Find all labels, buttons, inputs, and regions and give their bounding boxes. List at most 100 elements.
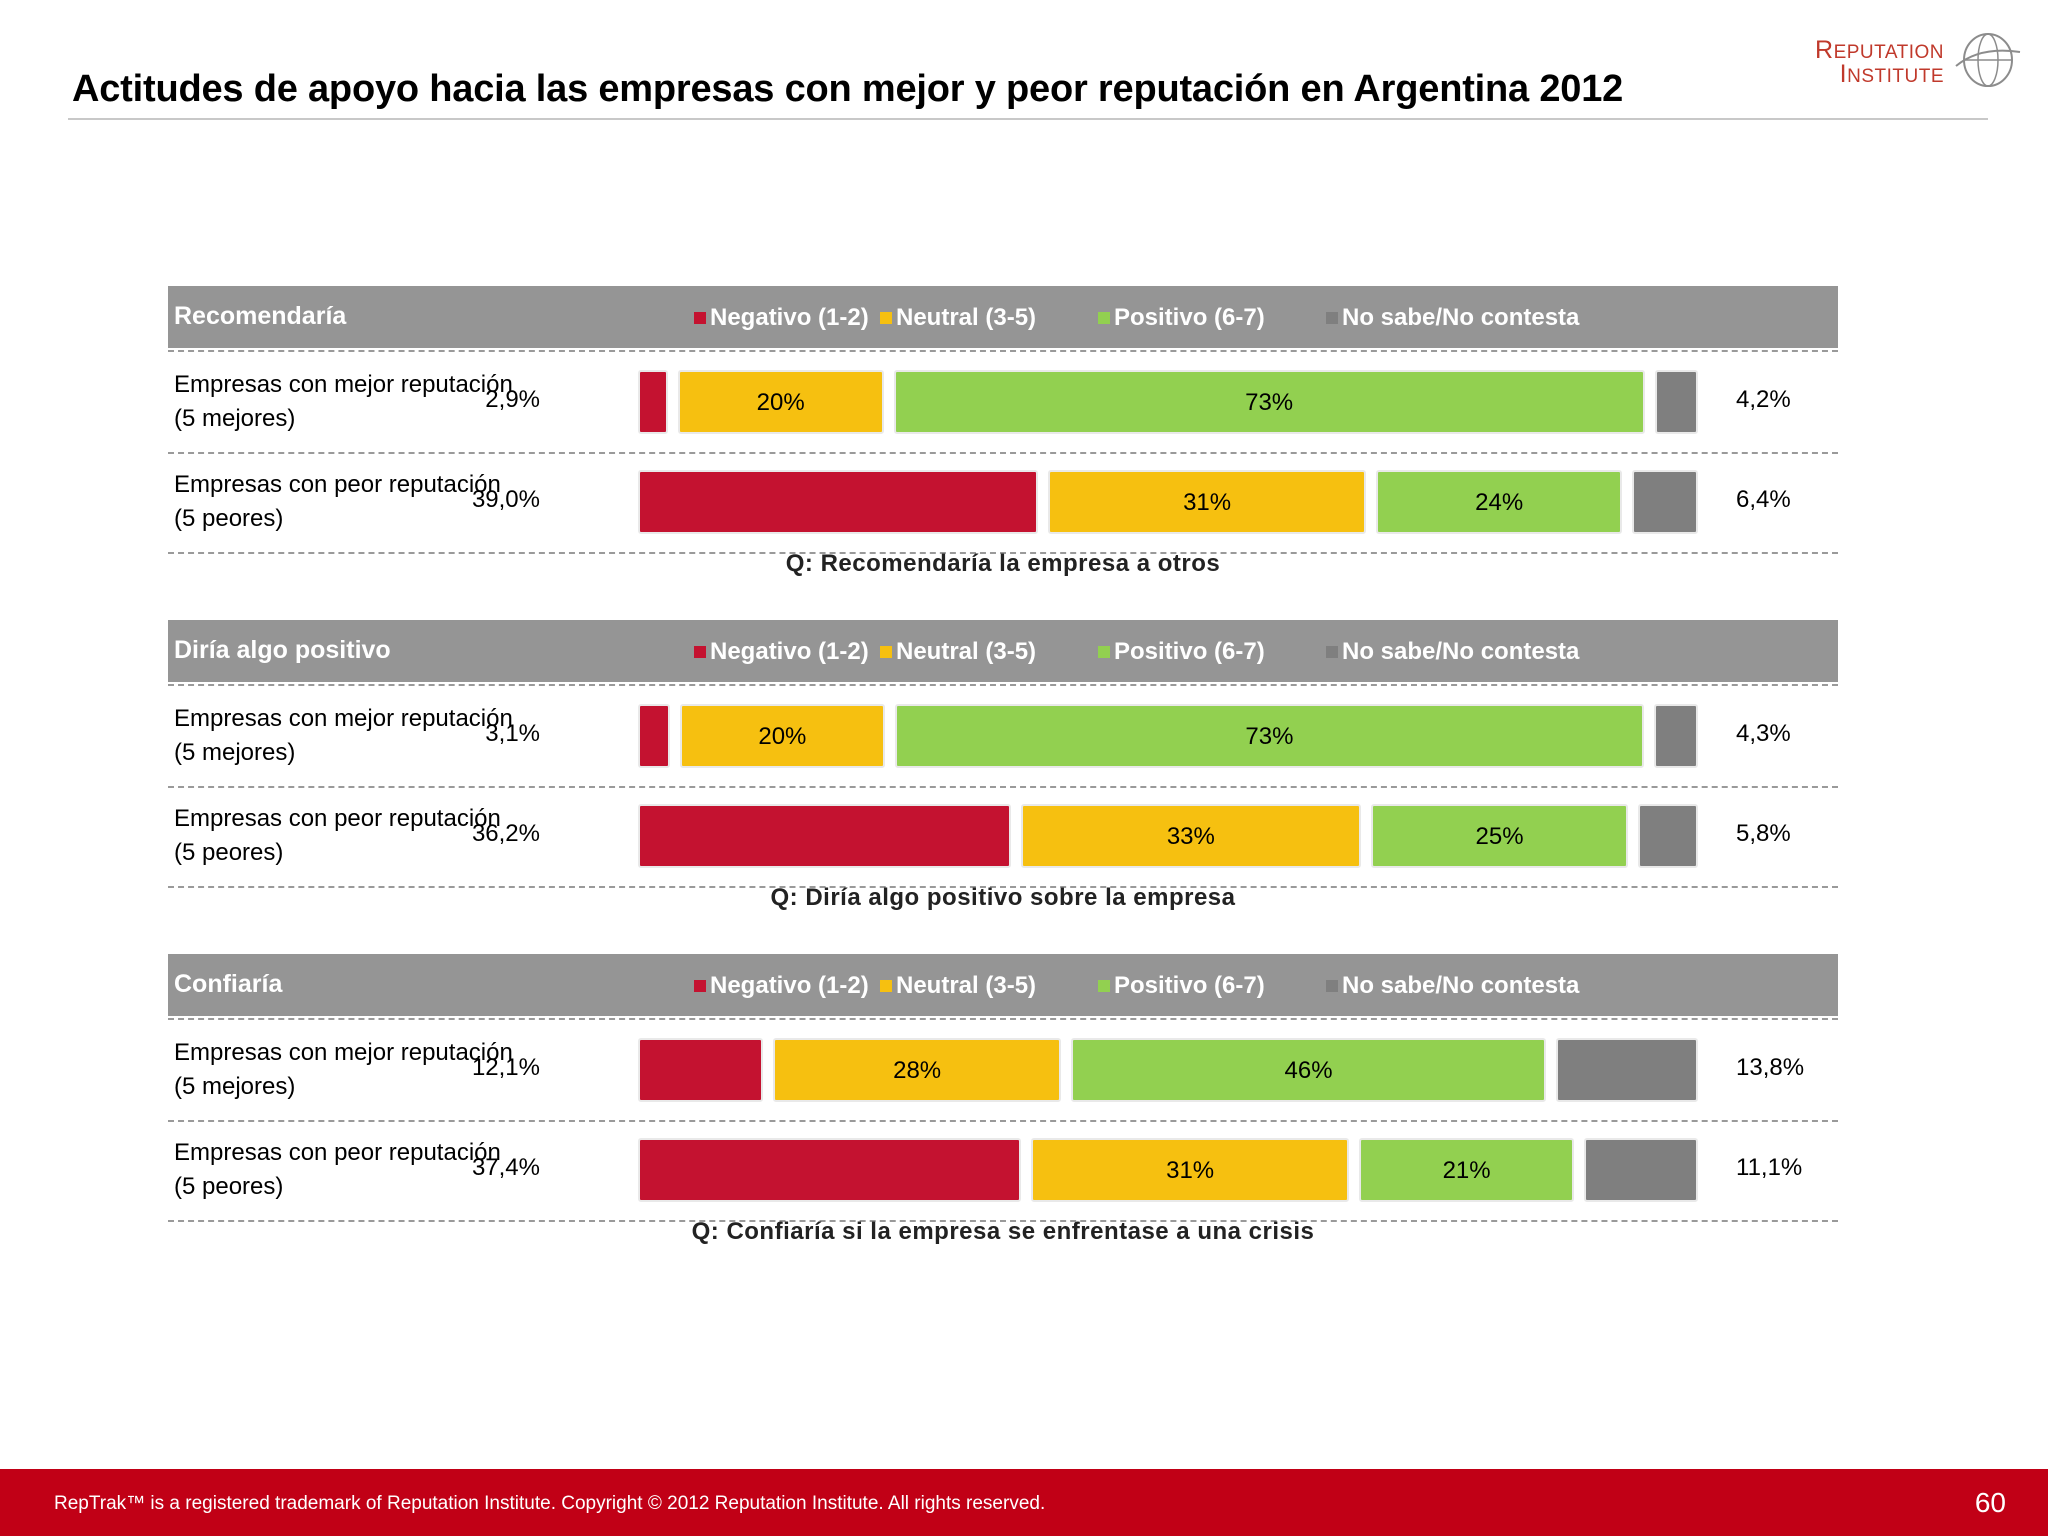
title-divider (68, 118, 1988, 120)
legend-label: Positivo (6-7) (1114, 304, 1265, 331)
logo-line-2: INSTITUTE (1839, 60, 1944, 88)
legend-label: No sabe/No contesta (1342, 972, 1580, 999)
legend-item: Positivo (6-7) (1098, 638, 1265, 666)
bar-segment-negative (638, 470, 1039, 534)
legend-item: Positivo (6-7) (1098, 304, 1265, 332)
negative-value-label: 2,9% (485, 386, 540, 413)
negative-value-label: 3,1% (485, 720, 540, 747)
stacked-bar: 20% 73% (638, 704, 1698, 768)
negative-value-label: 37,4% (471, 1154, 540, 1181)
row-label-line: Empresas con mejor reputación (174, 705, 513, 732)
row-label-line: (5 peores) (174, 505, 284, 532)
row-label: Empresas con mejor reputación (5 mejores) (174, 702, 513, 770)
legend-item: Negativo (1-2) (694, 638, 869, 666)
chart-question: Q: Diría algo positivo sobre la empresa (770, 884, 1236, 911)
bar-row: Empresas con peor reputación (5 peores) 36… (168, 788, 1838, 888)
negative-value-label: 39,0% (471, 486, 540, 513)
copyright-text: RepTrak™ is a registered trademark of Re… (54, 1493, 1046, 1514)
no-answer-value-label: 5,8% (1736, 820, 1791, 847)
chart-question: Q: Recomendaría la empresa a otros (785, 550, 1221, 577)
bar-data-label: 31% (1183, 489, 1232, 516)
legend-item: No sabe/No contesta (1326, 972, 1579, 1000)
legend-item: Neutral (3-5) (880, 972, 1036, 1000)
no-answer-value-label: 4,2% (1736, 386, 1791, 413)
legend-item: Negativo (1-2) (694, 972, 869, 1000)
row-label: Empresas con peor reputación (5 peores) (174, 1136, 501, 1204)
legend-label: No sabe/No contesta (1342, 638, 1580, 665)
chart-header: Recomendaría Negativo (1-2) Neutral (3-5) P… (168, 286, 1838, 348)
row-divider (168, 452, 1838, 454)
legend-item: Neutral (3-5) (880, 638, 1036, 666)
bar-segment-positive: 24% (1376, 470, 1623, 534)
chart-panel: Diría algo positivo Negativo (1-2) Neutral… (168, 620, 1838, 930)
stacked-bar: 33% 25% (638, 804, 1698, 868)
bar-segment-neutral: 28% (772, 1038, 1062, 1102)
bar-row: Empresas con mejor reputación (5 mejores)… (168, 354, 1838, 454)
bar-data-label: 21% (1442, 1157, 1491, 1184)
legend-item: No sabe/No contesta (1326, 638, 1579, 666)
row-label: Empresas con mejor reputación (5 mejores) (174, 368, 513, 436)
legend-item: Negativo (1-2) (694, 304, 869, 332)
chart-title: Recomendaría (174, 302, 347, 330)
row-divider (168, 350, 1838, 352)
bar-segment-negative (638, 704, 670, 768)
bar-segment-positive: 21% (1359, 1138, 1575, 1202)
bar-segment-positive: 73% (895, 704, 1644, 768)
row-label: Empresas con mejor reputación (5 mejores) (174, 1036, 513, 1104)
legend-label: Positivo (6-7) (1114, 638, 1265, 665)
chart-header: Confiaría Negativo (1-2) Neutral (3-5) Posi… (168, 954, 1838, 1016)
row-label-line: (5 peores) (174, 839, 284, 866)
legend-label: Negativo (1-2) (710, 638, 869, 665)
row-label: Empresas con peor reputación (5 peores) (174, 468, 501, 536)
legend-item: Positivo (6-7) (1098, 972, 1265, 1000)
page-number: 60 (1974, 1487, 2006, 1518)
bar-segment-neutral: 33% (1020, 804, 1361, 868)
row-label-line: Empresas con mejor reputación (174, 371, 513, 398)
bar-segment-negative (638, 1038, 763, 1102)
bar-segment-neutral: 20% (677, 370, 884, 434)
bar-data-label: 31% (1166, 1157, 1215, 1184)
legend-swatch (694, 312, 706, 324)
bar-segment-no-answer (1638, 804, 1698, 868)
bar-segment-negative (638, 370, 668, 434)
row-label: Empresas con peor reputación (5 peores) (174, 802, 501, 870)
legend-swatch (880, 312, 892, 324)
row-label-line: Empresas con peor reputación (174, 471, 501, 498)
bar-segment-no-answer (1654, 370, 1698, 434)
legend-swatch (694, 980, 706, 992)
legend-label: Negativo (1-2) (710, 304, 869, 331)
bar-segment-no-answer (1584, 1138, 1698, 1202)
row-label-line: (5 mejores) (174, 405, 296, 432)
logo-line-1: REPUTATION (1815, 36, 1944, 64)
legend-label: No sabe/No contesta (1342, 304, 1580, 331)
legend-label: Negativo (1-2) (710, 972, 869, 999)
bar-data-label: 24% (1475, 489, 1524, 516)
legend-swatch (1098, 980, 1110, 992)
chart-title: Diría algo positivo (174, 636, 391, 664)
no-answer-value-label: 11,1% (1736, 1154, 1803, 1181)
row-divider (168, 886, 1838, 888)
bar-segment-no-answer (1632, 470, 1698, 534)
reputation-institute-logo: REPUTATION INSTITUTE (1808, 26, 2022, 96)
bar-data-label: 73% (1245, 389, 1294, 416)
negative-value-label: 36,2% (471, 820, 540, 847)
bar-data-label: 33% (1166, 823, 1215, 850)
legend-swatch (1098, 646, 1110, 658)
no-answer-value-label: 6,4% (1736, 486, 1791, 513)
legend-swatch (880, 646, 892, 658)
bar-segment-positive: 46% (1071, 1038, 1546, 1102)
bar-row: Empresas con peor reputación (5 peores) 37… (168, 1122, 1838, 1222)
negative-value-label: 12,1% (471, 1054, 540, 1081)
row-divider (168, 1018, 1838, 1020)
legend-swatch (1098, 312, 1110, 324)
row-label-line: Empresas con peor reputación (174, 805, 501, 832)
row-label-line: (5 mejores) (174, 739, 296, 766)
bar-data-label: 20% (756, 389, 805, 416)
bar-segment-no-answer (1653, 704, 1698, 768)
bar-segment-positive: 73% (893, 370, 1645, 434)
bar-data-label: 25% (1475, 823, 1524, 850)
no-answer-value-label: 4,3% (1736, 720, 1791, 747)
row-divider (168, 786, 1838, 788)
chart-panel: Recomendaría Negativo (1-2) Neutral (3-5) P… (168, 286, 1838, 596)
legend-swatch (1326, 980, 1338, 992)
